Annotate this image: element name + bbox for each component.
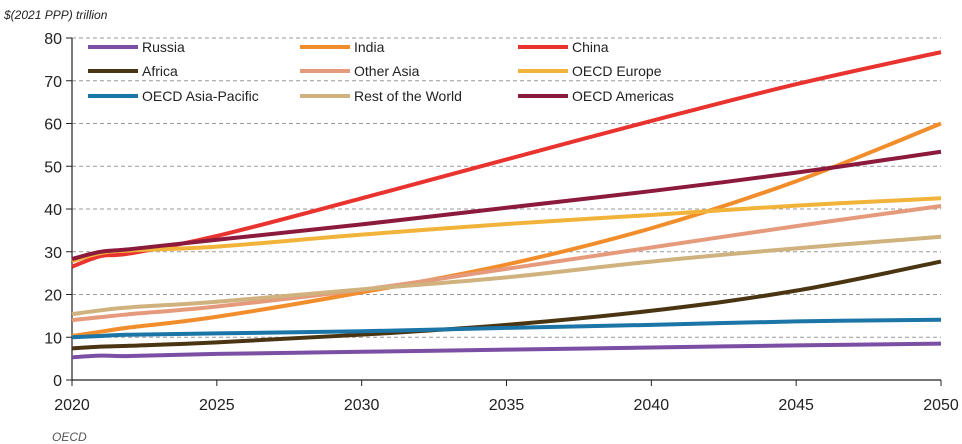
legend-item-oecd-americas: OECD Americas (518, 88, 674, 104)
series-line-oecd-asia-pacific (71, 317, 942, 340)
y-tick-label: 70 (44, 74, 62, 91)
x-tick-label: 2040 (634, 397, 670, 414)
legend-label: China (572, 39, 609, 55)
legend-item-africa: Africa (88, 63, 178, 79)
series-line-oecd-americas (71, 149, 942, 261)
x-tick-label: 2020 (54, 397, 90, 414)
y-tick-label: 60 (44, 117, 62, 134)
legend-label: Africa (142, 63, 178, 79)
series-line-china (71, 50, 942, 269)
y-tick-label: 20 (44, 288, 62, 305)
y-tick-label: 10 (44, 330, 62, 347)
y-tick-label: 30 (44, 245, 62, 262)
legend-item-russia: Russia (88, 39, 185, 55)
footer-text: OECD (52, 430, 87, 444)
legend-label: OECD Europe (572, 63, 662, 79)
x-tick-label: 2025 (199, 397, 235, 414)
legend-item-rest-of-the-world: Rest of the World (300, 88, 462, 104)
y-axis-label: $(2021 PPP) trillion (3, 8, 108, 22)
legend-label: India (354, 39, 385, 55)
series-line-russia (71, 341, 942, 360)
x-tick-label: 2050 (923, 397, 959, 414)
y-tick-label: 50 (44, 159, 62, 176)
legend-label: Russia (142, 39, 185, 55)
y-tick-label: 0 (53, 373, 62, 390)
legend-label: OECD Asia-Pacific (142, 88, 259, 104)
legend-label: Rest of the World (354, 88, 462, 104)
x-tick-label: 2045 (778, 397, 814, 414)
y-tick-label: 40 (44, 202, 62, 219)
legend-label: Other Asia (354, 63, 420, 79)
legend-item-other-asia: Other Asia (300, 63, 420, 79)
series-line-rest-of-the-world (71, 234, 942, 317)
legend-item-oecd-asia-pacific: OECD Asia-Pacific (88, 88, 259, 104)
legend-label: OECD Americas (572, 88, 674, 104)
legend-item-china: China (518, 39, 609, 55)
legend-item-india: India (300, 39, 385, 55)
series-lines (71, 50, 942, 360)
x-tick-label: 2030 (344, 397, 380, 414)
gridlines (72, 37, 941, 338)
series-line-other-asia (71, 204, 942, 323)
legend: Russia India China Africa Other Asia OECD Eur… (88, 39, 674, 104)
legend-item-oecd-europe: OECD Europe (518, 63, 662, 79)
y-tick-label: 80 (44, 31, 62, 48)
x-tick-label: 2035 (489, 397, 525, 414)
